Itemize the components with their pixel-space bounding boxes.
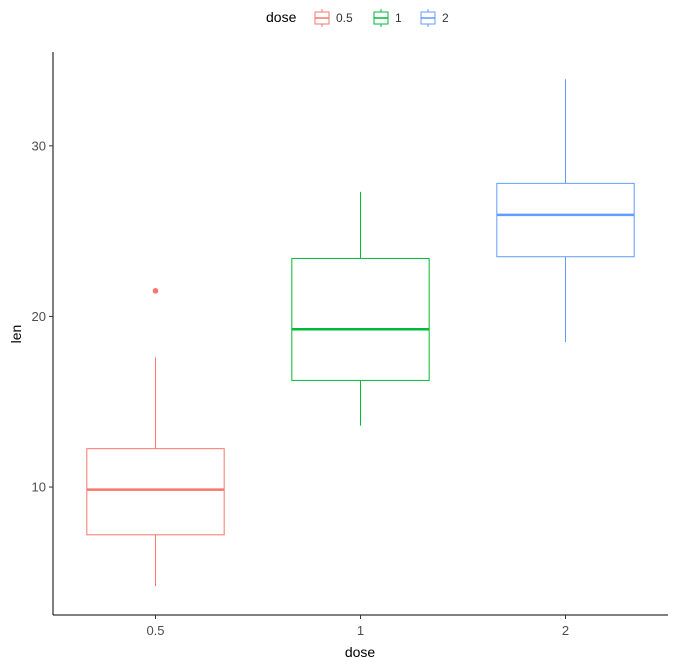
legend-key <box>314 9 330 27</box>
plot-area: 10 20 30 0.5 1 2 <box>32 52 668 638</box>
legend-item-1: 1 <box>373 9 402 27</box>
legend-key <box>373 9 389 27</box>
y-tick-label: 20 <box>32 309 46 324</box>
y-tick-label: 30 <box>32 138 46 153</box>
box-rect <box>86 448 225 536</box>
legend-item-0.5: 0.5 <box>314 9 353 27</box>
y-axis-title: len <box>8 325 24 344</box>
box-rect <box>291 257 430 381</box>
y-tick-label: 10 <box>32 480 46 495</box>
x-tick-label: 1 <box>357 623 364 638</box>
legend: dose 0.5 1 2 <box>266 9 449 27</box>
legend-item-2: 2 <box>420 9 449 27</box>
legend-label: 1 <box>395 11 402 25</box>
box-rect <box>496 182 635 258</box>
box-0.5 <box>86 288 225 586</box>
legend-label: 0.5 <box>336 11 353 25</box>
legend-title: dose <box>266 9 297 25</box>
legend-key <box>420 9 436 27</box>
box-1 <box>291 191 430 426</box>
legend-label: 2 <box>442 11 449 25</box>
box-2 <box>496 79 635 343</box>
outlier-point <box>152 288 159 294</box>
x-tick-label: 2 <box>562 623 569 638</box>
x-axis-title: dose <box>345 644 376 660</box>
x-tick-label: 0.5 <box>146 623 164 638</box>
